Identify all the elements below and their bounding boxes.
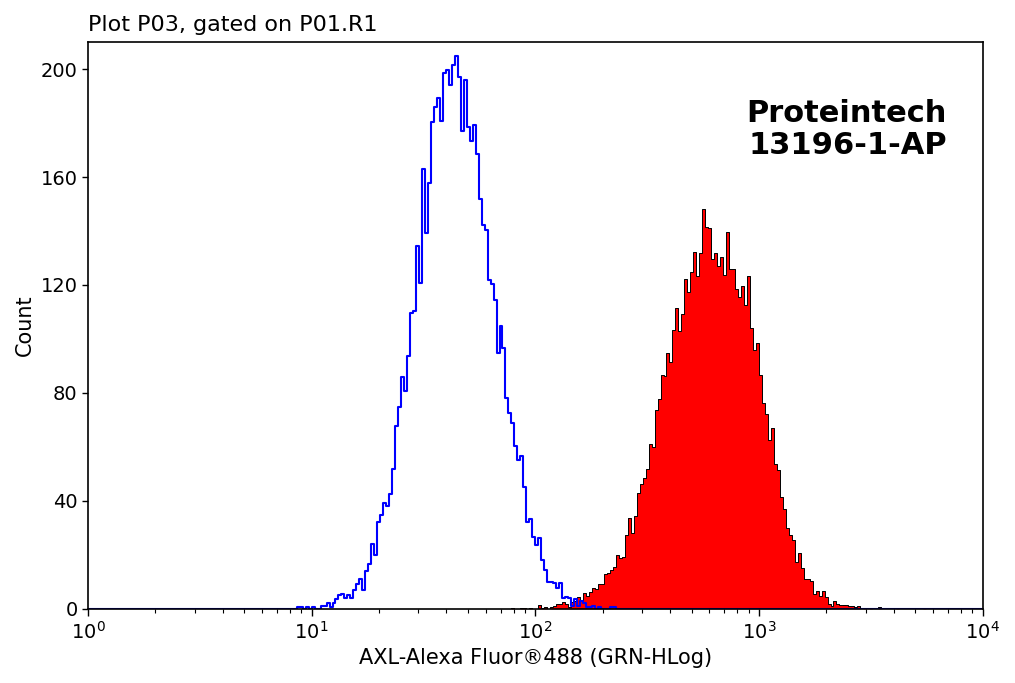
Text: Plot P03, gated on P01.R1: Plot P03, gated on P01.R1: [88, 15, 378, 35]
X-axis label: AXL-Alexa Fluor®488 (GRN-HLog): AXL-Alexa Fluor®488 (GRN-HLog): [358, 648, 712, 668]
Y-axis label: Count: Count: [15, 294, 35, 357]
Text: Proteintech
13196-1-AP: Proteintech 13196-1-AP: [746, 99, 947, 161]
